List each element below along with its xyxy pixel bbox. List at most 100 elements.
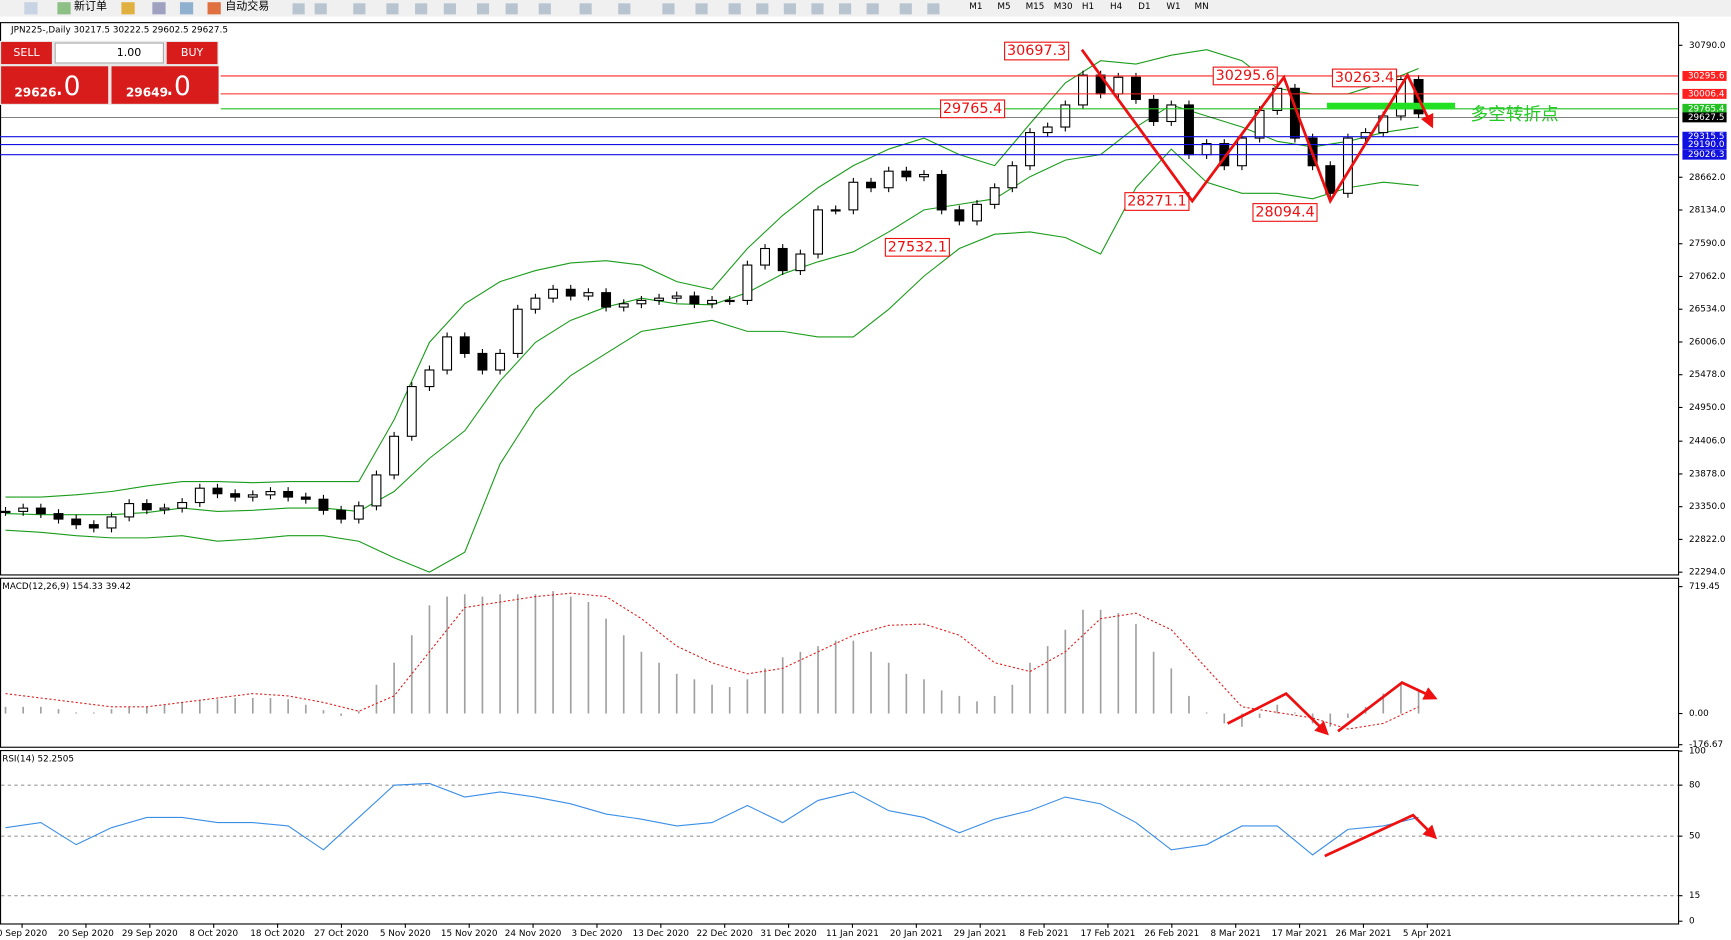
candle bbox=[459, 336, 470, 354]
tool-icon[interactable] bbox=[415, 3, 428, 15]
x-tick-label: 0 Sep 2020 bbox=[0, 929, 48, 939]
price-tag bbox=[1682, 112, 1727, 123]
candle bbox=[866, 181, 876, 189]
candle bbox=[1148, 98, 1159, 123]
candle bbox=[1166, 104, 1177, 123]
tool-icon[interactable] bbox=[353, 3, 366, 15]
icon[interactable] bbox=[121, 2, 135, 15]
lot-value[interactable]: 1.00 bbox=[117, 46, 142, 59]
icon[interactable] bbox=[179, 2, 194, 15]
price-tag bbox=[1682, 88, 1727, 99]
timeframe[interactable]: H1 bbox=[1082, 2, 1094, 12]
tool-icon[interactable] bbox=[662, 3, 675, 15]
price-tag-label: 29627.5 bbox=[1688, 113, 1725, 123]
y-tick-label: 26006.0 bbox=[1689, 337, 1726, 347]
y-tick-label: 27062.0 bbox=[1689, 272, 1726, 282]
timeframe[interactable]: M15 bbox=[1026, 2, 1045, 12]
timeframe[interactable]: M1 bbox=[969, 2, 982, 12]
tool-icon[interactable] bbox=[728, 3, 741, 15]
peak-label-box bbox=[884, 237, 950, 257]
candle bbox=[989, 187, 1000, 205]
auto-trading[interactable]: 自动交易 bbox=[225, 0, 269, 13]
candle bbox=[230, 493, 241, 498]
tool-icon[interactable] bbox=[505, 3, 518, 15]
x-tick-label: 20 Jan 2021 bbox=[890, 929, 943, 939]
sell-label[interactable]: SELL bbox=[13, 46, 40, 59]
candle bbox=[901, 170, 912, 178]
candle bbox=[1395, 78, 1406, 117]
icon[interactable] bbox=[152, 2, 166, 15]
y-tick-label: 22822.0 bbox=[1689, 535, 1726, 545]
candle bbox=[389, 435, 400, 476]
tool-icon[interactable] bbox=[783, 3, 796, 15]
icon[interactable] bbox=[207, 2, 221, 15]
price-tag-label: 29190.0 bbox=[1688, 140, 1725, 150]
peak-label: 28271.1 bbox=[1127, 193, 1186, 209]
buy-button[interactable] bbox=[166, 41, 218, 65]
bollinger-lower bbox=[5, 148, 1419, 573]
timeframe[interactable]: MN bbox=[1194, 2, 1208, 12]
tool-icon[interactable] bbox=[386, 3, 399, 15]
rsi-arrow bbox=[1324, 813, 1438, 858]
candle bbox=[689, 295, 700, 305]
candle bbox=[777, 247, 788, 272]
tool-icon[interactable] bbox=[443, 3, 456, 15]
tool-icon[interactable] bbox=[811, 3, 824, 15]
tool-icon[interactable] bbox=[927, 3, 940, 15]
price-tag bbox=[1682, 70, 1727, 81]
timeframe[interactable]: M5 bbox=[997, 2, 1010, 12]
sell-price-frac[interactable]: .0 bbox=[55, 71, 80, 102]
tool-icon[interactable] bbox=[314, 3, 327, 15]
y-tick-label: 50 bbox=[1689, 832, 1701, 842]
icon[interactable] bbox=[24, 2, 38, 15]
timeframe[interactable]: M30 bbox=[1054, 2, 1073, 12]
buy-price-box[interactable] bbox=[111, 66, 219, 104]
candle bbox=[618, 303, 629, 308]
candle bbox=[424, 369, 435, 388]
sell-price[interactable]: 29626 bbox=[14, 85, 56, 99]
candle bbox=[1289, 87, 1300, 139]
tool-icon[interactable] bbox=[618, 3, 631, 15]
tool-icon[interactable] bbox=[292, 3, 305, 15]
new-order[interactable]: 新订单 bbox=[74, 0, 107, 13]
tool-icon[interactable] bbox=[538, 3, 551, 15]
icon[interactable] bbox=[57, 2, 71, 15]
x-tick-label: 29 Jan 2021 bbox=[954, 929, 1007, 939]
tool-icon[interactable] bbox=[756, 3, 769, 15]
y-tick-label: 0 bbox=[1689, 917, 1695, 927]
candle bbox=[88, 524, 99, 529]
buy-price[interactable]: 29649 bbox=[126, 85, 168, 99]
pivot-annotation: 多空转折点 bbox=[1470, 104, 1558, 125]
peak-label-box bbox=[1124, 192, 1190, 211]
tool-icon[interactable] bbox=[476, 3, 490, 15]
y-tick-label: 23878.0 bbox=[1689, 469, 1726, 479]
x-tick-label: 27 Oct 2020 bbox=[314, 929, 369, 939]
tool-icon[interactable] bbox=[839, 3, 852, 15]
rsi-chart: 100 80 50 15 0 0 Sep 2020 20 Sep 2020 29 Sep 20… bbox=[0, 747, 1706, 939]
tool-icon[interactable] bbox=[579, 3, 592, 15]
sell-price-box[interactable] bbox=[1, 66, 109, 104]
candle bbox=[318, 498, 329, 511]
buy-price-frac[interactable]: .0 bbox=[166, 71, 191, 102]
candle bbox=[760, 247, 771, 266]
main-chart: 30790.0 28662.0 28134.0 27590.0 27062.0 26534… bbox=[0, 41, 1727, 578]
buy-label[interactable]: BUY bbox=[181, 46, 204, 59]
tool-icon[interactable] bbox=[695, 3, 708, 15]
timeframe[interactable]: D1 bbox=[1138, 2, 1150, 12]
x-tick-label: 17 Mar 2021 bbox=[1272, 929, 1328, 939]
timeframe[interactable]: H4 bbox=[1110, 2, 1123, 12]
chart-title: JPN225-,Daily 30217.5 30222.5 29602.5 29… bbox=[10, 25, 228, 35]
candle bbox=[141, 503, 152, 511]
tool-icon[interactable] bbox=[866, 3, 879, 15]
timeframe[interactable]: W1 bbox=[1166, 2, 1180, 12]
candle bbox=[530, 297, 541, 310]
lot-input[interactable] bbox=[54, 42, 164, 64]
candle bbox=[194, 487, 205, 504]
tool-icon[interactable] bbox=[899, 3, 912, 15]
candle bbox=[106, 516, 117, 529]
sell-button[interactable] bbox=[1, 41, 52, 65]
candle bbox=[724, 299, 735, 303]
candle bbox=[565, 288, 576, 297]
price-tag bbox=[1682, 149, 1727, 160]
